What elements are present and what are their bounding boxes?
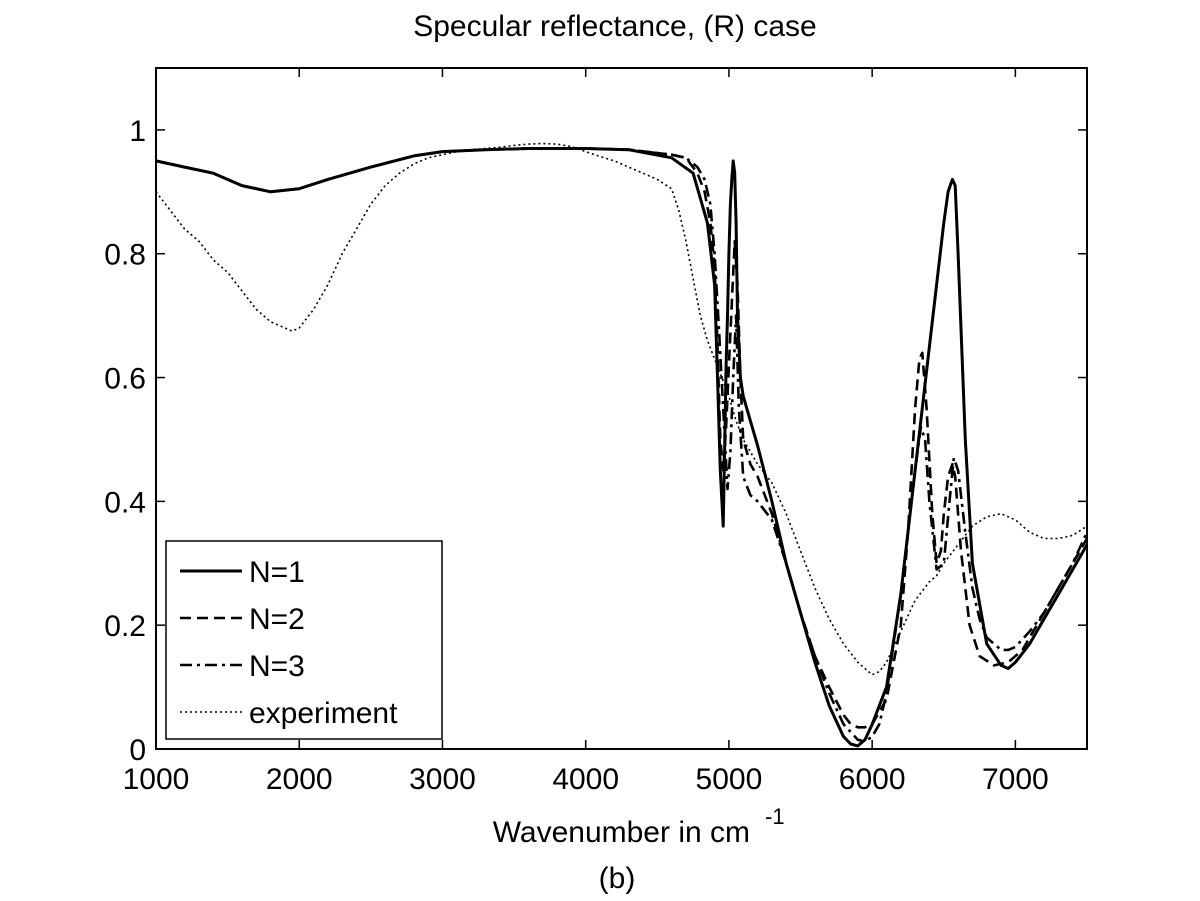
legend-label: N=3 [249, 650, 305, 683]
y-tick-label: 1 [129, 115, 146, 148]
axes-frame [155, 67, 1088, 750]
x-tick-label: 5000 [696, 763, 763, 796]
x-tick-label: 6000 [839, 763, 906, 796]
legend: N=1 N=2 N=3 experiment [165, 540, 443, 740]
legend-items: N=1 N=2 N=3 experiment [180, 556, 398, 730]
legend-label: experiment [249, 697, 398, 730]
x-tick-label: 4000 [552, 763, 619, 796]
chart-title: Specular reflectance, (R) case [413, 10, 817, 43]
x-tick-label: 7000 [982, 763, 1049, 796]
x-axis-label: Wavenumber in cm [493, 816, 750, 849]
x-tick-label: 1000 [123, 763, 190, 796]
x-tick-label: 2000 [266, 763, 333, 796]
y-tick-label: 0.4 [104, 486, 146, 519]
legend-item: experiment [180, 697, 398, 730]
x-axis-label-superscript: -1 [765, 804, 785, 829]
legend-item: N=3 [180, 650, 305, 683]
legend-box [165, 540, 443, 740]
series-line-n-3 [155, 147, 1089, 743]
series-layer [155, 142, 1089, 748]
legend-label: N=1 [249, 556, 305, 589]
y-tick-label: 0.2 [104, 610, 146, 643]
x-ticks: 1000 2000 3000 4000 5000 6000 7000 [123, 68, 1049, 796]
legend-label: N=2 [249, 603, 305, 636]
y-ticks: 0 0.2 0.4 0.6 0.8 1 [104, 115, 1087, 767]
x-tick-label: 3000 [409, 763, 476, 796]
figure-caption: (b) [599, 862, 636, 895]
legend-item: N=2 [180, 603, 305, 636]
x-axis-label-text: Wavenumber in cm [493, 816, 750, 849]
y-tick-label: 0 [129, 734, 146, 767]
y-tick-label: 0.6 [104, 363, 146, 396]
legend-item: N=1 [180, 556, 305, 589]
y-tick-label: 0.8 [104, 239, 146, 272]
